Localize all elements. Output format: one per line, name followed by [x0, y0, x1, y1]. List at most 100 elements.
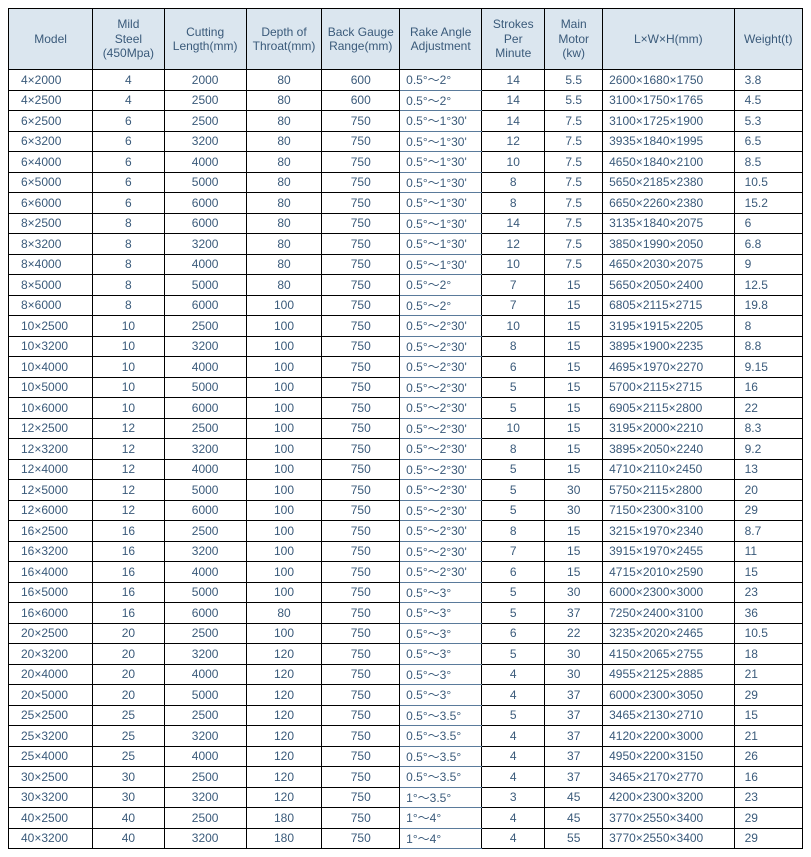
cell-lwh: 5650×2185×2380 [603, 172, 734, 193]
cell-throat: 100 [246, 541, 322, 562]
cell-motor: 7.5 [545, 131, 603, 152]
cell-weight: 29 [734, 828, 802, 849]
cell-spm: 12 [482, 234, 545, 255]
cell-gauge: 750 [322, 398, 400, 419]
cell-weight: 8 [734, 316, 802, 337]
cell-motor: 37 [545, 726, 603, 747]
cell-gauge: 750 [322, 336, 400, 357]
cell-model: 20×4000 [9, 664, 93, 685]
cell-throat: 100 [246, 521, 322, 542]
table-row: 25×40002540001207500.5°～3.5°4374950×2200… [9, 746, 803, 767]
cell-motor: 30 [545, 500, 603, 521]
cell-cut: 4000 [164, 152, 246, 173]
cell-gauge: 750 [322, 275, 400, 296]
cell-motor: 7.5 [545, 172, 603, 193]
cell-spm: 10 [482, 418, 545, 439]
cell-cut: 3200 [164, 726, 246, 747]
cell-spm: 14 [482, 213, 545, 234]
cell-rake: 1°～4° [400, 808, 482, 829]
cell-mild: 25 [93, 726, 165, 747]
cell-weight: 9.15 [734, 357, 802, 378]
col-header-gauge: Back GaugeRange(mm) [322, 9, 400, 70]
cell-rake: 0.5°～2°30' [400, 521, 482, 542]
cell-motor: 15 [545, 521, 603, 542]
cell-rake: 0.5°～2°30' [400, 541, 482, 562]
cell-spm: 3 [482, 787, 545, 808]
cell-mild: 20 [93, 664, 165, 685]
cell-motor: 5.5 [545, 90, 603, 111]
cell-weight: 19.8 [734, 295, 802, 316]
cell-model: 25×4000 [9, 746, 93, 767]
cell-rake: 0.5°～2°30' [400, 418, 482, 439]
cell-lwh: 4710×2110×2450 [603, 459, 734, 480]
cell-lwh: 4715×2010×2590 [603, 562, 734, 583]
cell-lwh: 3100×1725×1900 [603, 111, 734, 132]
cell-rake: 0.5°～2°30' [400, 398, 482, 419]
cell-gauge: 750 [322, 746, 400, 767]
cell-rake: 0.5°～3.5° [400, 705, 482, 726]
cell-rake: 0.5°～2° [400, 275, 482, 296]
cell-throat: 100 [246, 623, 322, 644]
cell-gauge: 750 [322, 439, 400, 460]
cell-motor: 30 [545, 664, 603, 685]
table-row: 20×25002025001007500.5°～3°6223235×2020×2… [9, 623, 803, 644]
cell-model: 4×2500 [9, 90, 93, 111]
cell-throat: 80 [246, 254, 322, 275]
cell-model: 12×5000 [9, 480, 93, 501]
cell-cut: 3200 [164, 787, 246, 808]
cell-rake: 0.5°～3.5° [400, 767, 482, 788]
cell-mild: 8 [93, 295, 165, 316]
cell-mild: 16 [93, 603, 165, 624]
cell-throat: 80 [246, 603, 322, 624]
cell-gauge: 750 [322, 172, 400, 193]
cell-throat: 80 [246, 90, 322, 111]
cell-throat: 100 [246, 336, 322, 357]
cell-mild: 30 [93, 787, 165, 808]
cell-lwh: 3895×2050×2240 [603, 439, 734, 460]
cell-rake: 0.5°～1°30' [400, 193, 482, 214]
cell-spm: 6 [482, 562, 545, 583]
cell-model: 6×6000 [9, 193, 93, 214]
cell-cut: 6000 [164, 500, 246, 521]
col-header-motor: MainMotor(kw) [545, 9, 603, 70]
cell-rake: 1°～3.5° [400, 787, 482, 808]
cell-spm: 5 [482, 500, 545, 521]
cell-lwh: 3770×2550×3400 [603, 828, 734, 849]
cell-model: 10×3200 [9, 336, 93, 357]
cell-gauge: 750 [322, 623, 400, 644]
cell-model: 10×6000 [9, 398, 93, 419]
cell-motor: 30 [545, 582, 603, 603]
cell-throat: 80 [246, 234, 322, 255]
cell-lwh: 6000×2300×3050 [603, 685, 734, 706]
cell-rake: 0.5°～1°30' [400, 213, 482, 234]
cell-lwh: 5750×2115×2800 [603, 480, 734, 501]
table-row: 6×500065000807500.5°～1°30'87.55650×2185×… [9, 172, 803, 193]
cell-gauge: 750 [322, 664, 400, 685]
cell-weight: 8.5 [734, 152, 802, 173]
cell-motor: 15 [545, 439, 603, 460]
cell-weight: 29 [734, 500, 802, 521]
table-header-row: ModelMildSteel(450Mpa)CuttingLength(mm)D… [9, 9, 803, 70]
col-header-spm: StrokesPerMinute [482, 9, 545, 70]
cell-rake: 0.5°～3° [400, 603, 482, 624]
cell-gauge: 750 [322, 234, 400, 255]
cell-throat: 100 [246, 418, 322, 439]
cell-model: 16×3200 [9, 541, 93, 562]
cell-model: 25×2500 [9, 705, 93, 726]
cell-cut: 4000 [164, 459, 246, 480]
cell-weight: 5.3 [734, 111, 802, 132]
table-row: 25×25002525001207500.5°～3.5°5373465×2130… [9, 705, 803, 726]
cell-gauge: 600 [322, 90, 400, 111]
cell-cut: 4000 [164, 746, 246, 767]
cell-cut: 2500 [164, 705, 246, 726]
cell-mild: 6 [93, 152, 165, 173]
cell-rake: 0.5°～2°30' [400, 562, 482, 583]
spec-table: ModelMildSteel(450Mpa)CuttingLength(mm)D… [8, 8, 803, 849]
table-row: 20×32002032001207500.5°～3°5304150×2065×2… [9, 644, 803, 665]
cell-weight: 9 [734, 254, 802, 275]
cell-model: 25×3200 [9, 726, 93, 747]
cell-model: 12×4000 [9, 459, 93, 480]
cell-mild: 10 [93, 316, 165, 337]
cell-motor: 7.5 [545, 111, 603, 132]
table-row: 12×50001250001007500.5°～2°30'5305750×211… [9, 480, 803, 501]
